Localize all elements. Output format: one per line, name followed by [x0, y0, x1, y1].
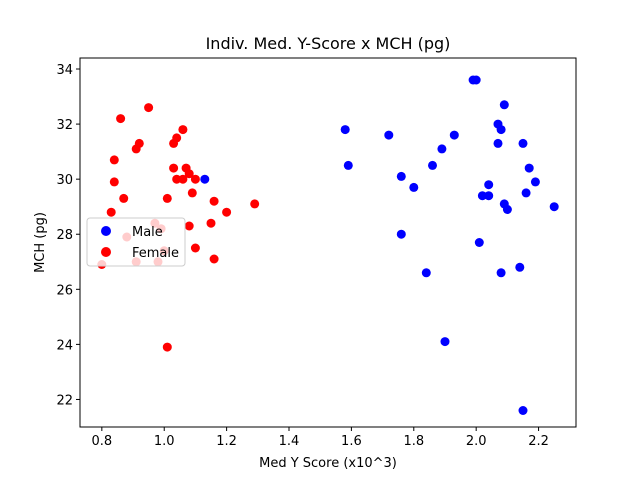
data-point-female — [178, 125, 188, 135]
data-point-female — [109, 155, 119, 165]
data-point-female — [190, 174, 200, 184]
data-point-male — [515, 262, 525, 272]
legend-marker-female — [101, 247, 111, 257]
data-point-female — [187, 188, 197, 198]
data-point-female — [119, 193, 129, 203]
data-point-male — [496, 268, 506, 278]
data-point-female — [222, 207, 232, 217]
data-point-male — [499, 100, 509, 110]
y-tick-label: 30 — [56, 173, 73, 188]
data-point-male — [518, 406, 528, 415]
data-point-female — [206, 218, 216, 228]
legend-marker-male — [101, 226, 111, 236]
data-point-male — [493, 138, 503, 148]
data-point-male — [474, 238, 484, 247]
x-tick-label: 1.8 — [403, 434, 424, 449]
data-point-male — [428, 160, 437, 170]
data-point-female — [162, 342, 172, 352]
x-tick-label: 0.8 — [91, 434, 112, 449]
x-tick-label: 1.4 — [279, 434, 300, 449]
data-point-female — [209, 254, 219, 264]
y-tick-label: 32 — [56, 118, 73, 133]
data-point-female — [172, 133, 182, 143]
data-point-male — [521, 188, 531, 198]
x-tick-label: 1.0 — [154, 434, 175, 449]
data-point-female — [190, 243, 200, 253]
x-axis: 0.8 1.0 1.2 1.4 1.6 1.8 2.0 2.2 — [91, 427, 549, 449]
data-point-male — [437, 144, 447, 154]
x-tick-label: 2.0 — [466, 434, 487, 449]
data-point-male — [524, 163, 534, 173]
data-point-male — [502, 205, 512, 214]
data-point-male — [409, 182, 419, 192]
y-tick-label: 26 — [56, 283, 73, 298]
legend-label-male: Male — [132, 225, 163, 240]
data-point-female — [178, 174, 188, 184]
data-point-female — [250, 199, 260, 209]
data-point-female — [162, 193, 172, 203]
plot-frame — [79, 57, 577, 428]
data-point-female — [144, 103, 154, 113]
data-point-female — [184, 221, 194, 231]
data-point-male — [340, 125, 350, 135]
x-axis-label: Med Y Score (x10^3) — [259, 456, 397, 471]
data-point-male — [477, 191, 487, 201]
data-point-male — [200, 174, 210, 184]
data-point-female — [109, 177, 119, 187]
legend-label-female: Female — [132, 246, 179, 261]
data-point-male — [396, 171, 406, 181]
data-point-female — [134, 138, 144, 148]
x-tick-label: 1.2 — [216, 434, 237, 449]
data-point-female — [169, 163, 179, 173]
data-point-male — [484, 191, 494, 201]
data-point-male — [396, 229, 406, 239]
y-axis: 22 24 26 28 30 32 34 — [56, 63, 80, 408]
data-point-male — [484, 180, 494, 190]
y-tick-label: 24 — [56, 338, 73, 353]
data-point-male — [549, 202, 559, 212]
y-tick-label: 28 — [56, 228, 73, 243]
data-point-female — [172, 174, 182, 184]
data-point-male — [496, 125, 506, 135]
data-point-male — [384, 130, 394, 140]
data-point-female — [106, 207, 116, 217]
data-point-female — [184, 169, 194, 179]
data-point-male — [440, 337, 450, 347]
y-tick-label: 22 — [56, 393, 73, 408]
data-point-male — [518, 138, 528, 148]
y-tick-label: 34 — [56, 63, 73, 78]
data-point-male — [449, 130, 459, 140]
y-axis-label: MCH (pg) — [33, 212, 48, 273]
data-point-male — [530, 177, 540, 187]
data-point-male — [471, 75, 481, 85]
data-point-male — [343, 160, 353, 170]
data-point-male — [421, 268, 431, 278]
data-point-female — [209, 196, 219, 206]
chart-title: Indiv. Med. Y-Score x MCH (pg) — [206, 34, 451, 53]
points-layer — [97, 75, 559, 415]
x-tick-label: 1.6 — [341, 434, 362, 449]
x-tick-label: 2.2 — [528, 434, 549, 449]
legend-frame — [86, 217, 186, 267]
data-point-female — [116, 114, 126, 124]
legend: Male Female — [86, 217, 186, 267]
